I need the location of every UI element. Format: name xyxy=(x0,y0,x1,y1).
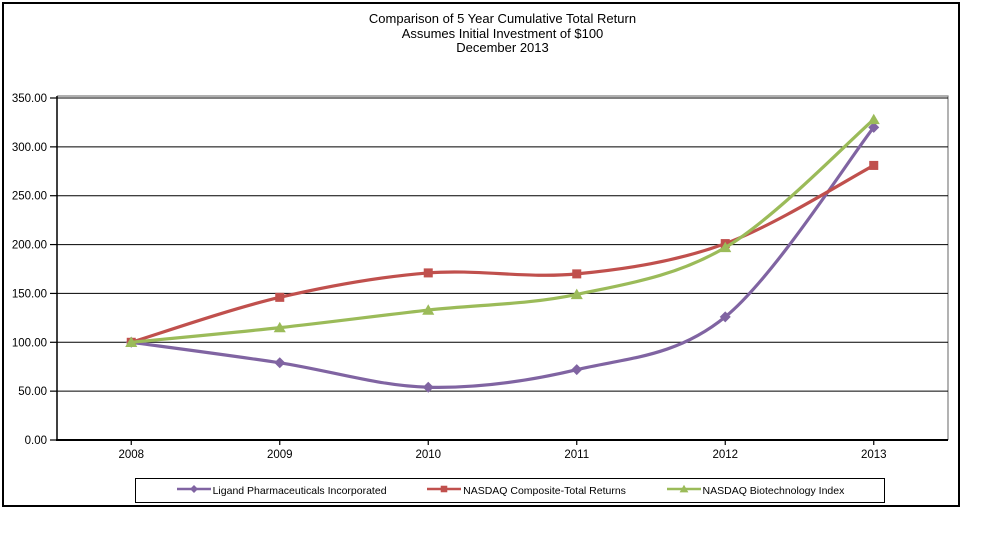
svg-text:150.00: 150.00 xyxy=(12,288,47,300)
svg-text:2009: 2009 xyxy=(267,449,293,461)
legend-item-nasdaq-biotech: NASDAQ Biotechnology Index xyxy=(666,482,845,500)
legend-label: NASDAQ Biotechnology Index xyxy=(702,484,845,497)
svg-text:100.00: 100.00 xyxy=(12,337,47,349)
chart-title-line3: December 2013 xyxy=(456,40,549,55)
chart-plot-area: 0.00 50.00 100.00 150.00 200.00 250.00 300.00 3… xyxy=(12,93,949,461)
diamond-line-marker-icon xyxy=(176,482,212,500)
chart-title-line2: Assumes Initial Investment of $100 xyxy=(401,25,604,41)
svg-text:300.00: 300.00 xyxy=(12,142,47,154)
square-line-marker-icon xyxy=(426,482,462,500)
triangle-line-marker-icon xyxy=(666,482,702,500)
svg-text:0.00: 0.00 xyxy=(25,435,47,447)
svg-text:350.00: 350.00 xyxy=(12,93,47,105)
svg-text:2008: 2008 xyxy=(118,449,144,461)
svg-text:2013: 2013 xyxy=(861,449,887,461)
legend-item-nasdaq-composite: NASDAQ Composite-Total Returns xyxy=(426,482,626,500)
legend-item-ligand: Ligand Pharmaceuticals Incorporated xyxy=(176,482,387,500)
chart-title: Comparison of 5 Year Cumulative Total Re… xyxy=(57,11,948,56)
legend-label: NASDAQ Composite-Total Returns xyxy=(463,484,626,497)
svg-text:250.00: 250.00 xyxy=(12,191,47,203)
svg-text:50.00: 50.00 xyxy=(18,386,47,398)
legend-label: Ligand Pharmaceuticals Incorporated xyxy=(212,484,387,497)
svg-text:2010: 2010 xyxy=(415,449,441,461)
svg-text:200.00: 200.00 xyxy=(12,240,47,252)
svg-text:2011: 2011 xyxy=(564,449,589,461)
chart-title-line1: Comparison of 5 Year Cumulative Total Re… xyxy=(368,11,637,26)
svg-text:2012: 2012 xyxy=(712,449,738,461)
chart-legend: Ligand Pharmaceuticals Incorporated NASD… xyxy=(135,478,885,503)
chart-frame: Comparison of 5 Year Cumulative Total Re… xyxy=(2,2,960,507)
